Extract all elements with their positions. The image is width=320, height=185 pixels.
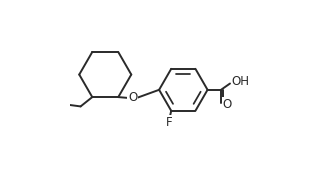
Text: F: F: [166, 116, 173, 129]
Text: OH: OH: [232, 75, 250, 88]
Text: O: O: [222, 98, 232, 111]
Text: O: O: [128, 92, 137, 105]
